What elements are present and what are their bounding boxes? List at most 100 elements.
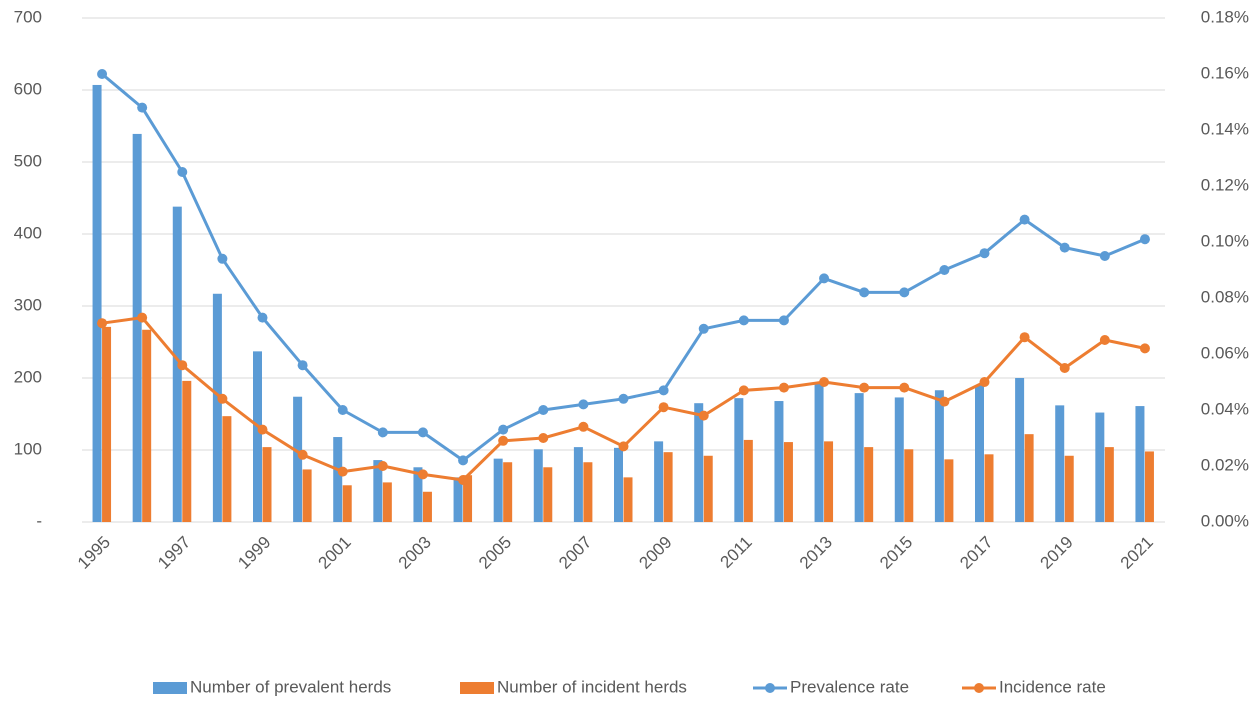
- bar: [142, 329, 152, 522]
- bar: [413, 467, 423, 522]
- line-marker: [177, 360, 188, 371]
- line-marker: [1139, 343, 1150, 354]
- bar: [373, 460, 383, 522]
- bar: [663, 452, 673, 522]
- bar: [614, 447, 623, 522]
- x-tick-label: 2003: [395, 533, 435, 573]
- line-marker: [1019, 332, 1030, 343]
- bar: [824, 441, 834, 522]
- y-tick-label: 500: [14, 151, 42, 170]
- line-marker: [819, 273, 830, 284]
- bar: [864, 447, 874, 522]
- bar: [623, 477, 633, 522]
- line-marker: [1019, 214, 1030, 225]
- legend-swatch: [460, 682, 494, 694]
- bar: [1015, 378, 1025, 522]
- legend-swatch: [765, 683, 775, 693]
- line-marker: [417, 427, 428, 438]
- bar: [172, 206, 182, 522]
- y2-tick-label: 0.18%: [1201, 7, 1249, 26]
- line-marker: [417, 469, 428, 480]
- bar: [1104, 447, 1114, 522]
- line-marker: [939, 265, 950, 275]
- line-marker: [859, 287, 870, 298]
- y-tick-label: 100: [14, 439, 42, 458]
- line-marker: [297, 449, 308, 460]
- bar: [934, 390, 944, 522]
- line-marker: [1059, 242, 1070, 253]
- bar: [944, 459, 954, 522]
- x-tick-label: 2013: [796, 533, 836, 573]
- y-tick-label: 200: [14, 367, 42, 386]
- bar: [774, 401, 784, 522]
- line-marker: [979, 377, 990, 387]
- bar: [262, 447, 272, 522]
- y2-tick-label: 0.14%: [1201, 119, 1249, 138]
- bar: [533, 449, 543, 522]
- line-marker: [658, 385, 669, 396]
- line-marker: [698, 323, 709, 334]
- line-marker: [257, 424, 268, 435]
- x-tick-label: 2009: [635, 533, 675, 573]
- y2-tick-label: 0.00%: [1201, 511, 1249, 530]
- line-marker: [137, 102, 148, 113]
- bar: [894, 397, 904, 522]
- line-marker: [939, 396, 950, 407]
- line-marker: [819, 377, 830, 387]
- bar: [1064, 455, 1074, 522]
- line-marker: [177, 167, 188, 177]
- line-marker: [738, 385, 749, 396]
- x-tick-label: 1997: [154, 533, 194, 573]
- legend-swatch: [974, 683, 984, 693]
- bar: [92, 84, 102, 523]
- line-marker: [698, 410, 709, 421]
- bar: [814, 382, 824, 522]
- line-marker: [137, 312, 148, 323]
- line-marker: [1139, 234, 1150, 245]
- bar: [1144, 451, 1154, 522]
- line-marker: [859, 382, 870, 393]
- bar: [302, 469, 312, 522]
- line-marker: [337, 405, 348, 415]
- bar: [703, 455, 713, 522]
- bar: [1055, 405, 1065, 522]
- legend-swatch: [153, 682, 187, 694]
- x-tick-label: 2017: [956, 533, 996, 573]
- bar: [654, 441, 664, 522]
- bar: [342, 485, 352, 522]
- y-tick-label: 300: [14, 295, 42, 314]
- bar: [463, 475, 473, 522]
- bar: [694, 403, 704, 522]
- bar: [382, 482, 392, 522]
- line-marker: [97, 69, 108, 79]
- x-tick-label: 1999: [234, 533, 274, 573]
- y2-tick-label: 0.04%: [1201, 399, 1249, 418]
- y-tick-label: -: [36, 511, 42, 530]
- bar: [783, 442, 793, 522]
- line-marker: [498, 435, 509, 446]
- line-marker: [97, 318, 108, 329]
- bar: [503, 462, 513, 522]
- line-marker: [899, 287, 910, 298]
- line-marker: [458, 475, 469, 485]
- bar: [1135, 406, 1145, 522]
- y-tick-label: 400: [14, 223, 42, 242]
- legend-label: Incidence rate: [999, 677, 1106, 696]
- x-tick-label: 2019: [1037, 533, 1077, 573]
- bar: [1024, 434, 1034, 522]
- x-tick-label: 2021: [1117, 533, 1157, 573]
- bar: [743, 439, 753, 522]
- x-tick-label: 2001: [315, 533, 355, 573]
- y2-tick-label: 0.02%: [1201, 455, 1249, 474]
- bar: [333, 437, 343, 522]
- line-marker: [458, 455, 469, 466]
- bar: [253, 351, 262, 522]
- y2-tick-label: 0.12%: [1201, 175, 1249, 194]
- line-marker: [377, 461, 388, 471]
- bar: [102, 326, 112, 522]
- bar: [904, 449, 914, 522]
- bar: [493, 458, 503, 522]
- y2-tick-label: 0.06%: [1201, 343, 1249, 362]
- line-marker: [377, 427, 388, 438]
